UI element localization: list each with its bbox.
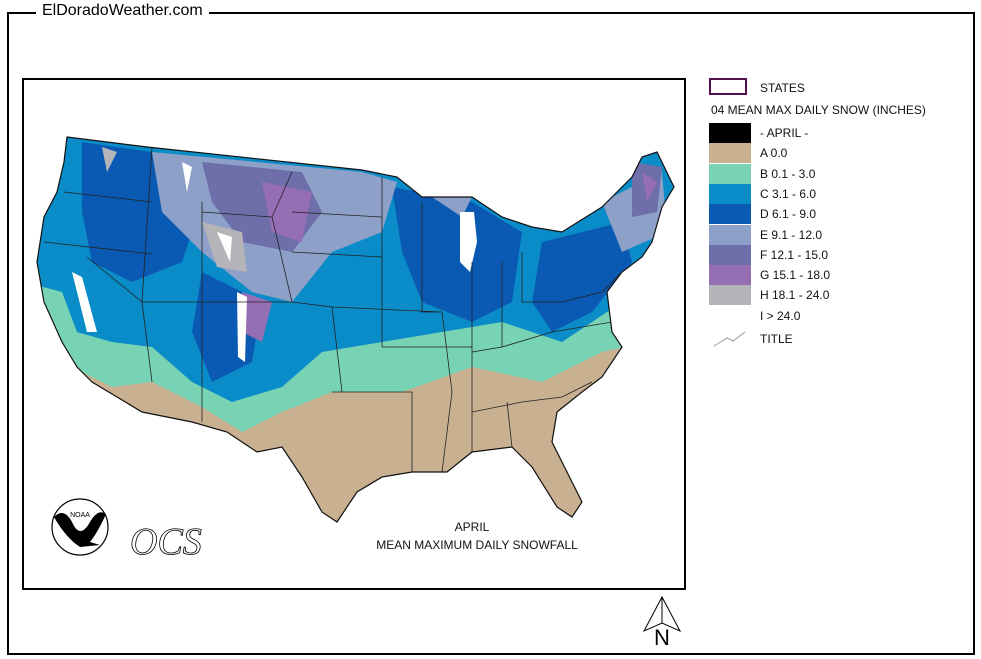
zone-d — [82, 142, 632, 382]
legend-item-label: I > 24.0 — [760, 308, 801, 323]
legend-swatch — [709, 143, 751, 164]
legend-swatch — [709, 163, 751, 184]
legend-item: C 3.1 - 6.0 — [709, 183, 969, 204]
zone-h — [102, 147, 247, 272]
legend-item-label: C 3.1 - 6.0 — [760, 186, 817, 201]
north-arrow: N — [640, 595, 684, 655]
zone-g — [242, 172, 657, 342]
legend-swatch — [709, 285, 751, 306]
legend-item: G 15.1 - 18.0 — [709, 265, 969, 286]
legend-swatch — [709, 183, 751, 204]
legend-swatch — [709, 305, 751, 326]
legend-swatch — [709, 204, 751, 225]
legend-item: I > 24.0 — [709, 305, 969, 326]
map-caption-month: APRIL — [454, 520, 490, 534]
legend-item-label: E 9.1 - 12.0 — [760, 227, 823, 242]
legend-item-label: H 18.1 - 24.0 — [760, 288, 830, 303]
map-frame: NOAA OCS APRIL MEAN MAXIMUM DAILY SNOWFA… — [22, 78, 686, 590]
legend-swatch — [709, 123, 751, 143]
legend-item-label: G 15.1 - 18.0 — [760, 268, 831, 283]
legend-item: D 6.1 - 9.0 — [709, 204, 969, 225]
states-label: STATES — [760, 81, 805, 95]
map-caption-title: MEAN MAXIMUM DAILY SNOWFALL — [376, 538, 578, 552]
legend-item: H 18.1 - 24.0 — [709, 285, 969, 306]
state-boundaries — [43, 146, 623, 473]
outer-frame — [7, 12, 975, 655]
legend-item: F 12.1 - 15.0 — [709, 244, 969, 265]
legend-item-label: F 12.1 - 15.0 — [760, 247, 829, 262]
legend-swatch — [709, 224, 751, 245]
legend-heading: 04 MEAN MAX DAILY SNOW (INCHES) — [711, 103, 926, 117]
ocs-logo: OCS — [130, 521, 202, 563]
states-swatch — [709, 78, 747, 95]
legend-swatch — [709, 244, 751, 265]
north-label: N — [654, 625, 670, 650]
legend-item-label: D 6.1 - 9.0 — [760, 207, 817, 222]
legend-heading-row: 04 MEAN MAX DAILY SNOW (INCHES) — [709, 103, 969, 123]
legend-item: B 0.1 - 3.0 — [709, 163, 969, 184]
legend-item-label: B 0.1 - 3.0 — [760, 166, 816, 181]
legend-item-label: A 0.0 — [760, 146, 788, 161]
legend-swatch — [709, 265, 751, 286]
legend-item: - APRIL - — [709, 123, 969, 143]
legend-item: A 0.0 — [709, 143, 969, 164]
legend-item: E 9.1 - 12.0 — [709, 224, 969, 245]
svg-text:NOAA: NOAA — [70, 512, 90, 519]
legend-states: STATES — [709, 78, 969, 98]
legend-item-label: - APRIL - — [760, 126, 809, 140]
lake-michigan — [460, 212, 477, 272]
us-outline — [36, 136, 675, 523]
noaa-logo: NOAA — [51, 498, 109, 556]
site-title: ElDoradoWeather.com — [36, 2, 209, 20]
title-label: TITLE — [760, 332, 793, 346]
us-snowfall-map: NOAA OCS — [36, 136, 675, 563]
north-arrow-icon — [642, 595, 682, 633]
title-line-icon — [713, 331, 746, 347]
legend-title-row: TITLE — [709, 329, 969, 349]
